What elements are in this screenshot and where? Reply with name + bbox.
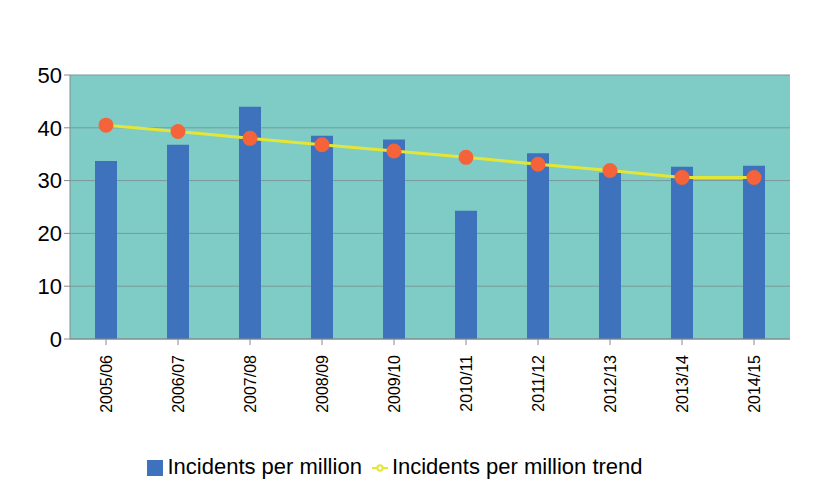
svg-text:2009/10: 2009/10 [386, 355, 403, 413]
svg-text:30: 30 [38, 168, 62, 193]
svg-text:40: 40 [38, 116, 62, 141]
html-text:Incidents per million trend: Incidents per million trend [391, 454, 643, 479]
svg-text:2013/14: 2013/14 [674, 355, 691, 413]
svg-text:2006/07: 2006/07 [170, 355, 187, 413]
svg-text:2005/06: 2005/06 [98, 355, 115, 413]
svg-text:2007/08: 2007/08 [242, 355, 259, 413]
svg-text:2011/12: 2011/12 [530, 355, 547, 412]
svg-text:20: 20 [38, 221, 62, 246]
svg-text:2008/09: 2008/09 [314, 355, 331, 413]
svg-text:2010/11: 2010/11 [458, 355, 475, 412]
html-text:Incidents per million: Incidents per million [167, 454, 362, 479]
svg-text:2012/13: 2012/13 [602, 355, 619, 413]
svg-text:0: 0 [50, 327, 62, 352]
svg-text:2014/15: 2014/15 [746, 355, 763, 413]
svg-text:50: 50 [38, 63, 62, 88]
svg-text:10: 10 [38, 274, 62, 299]
